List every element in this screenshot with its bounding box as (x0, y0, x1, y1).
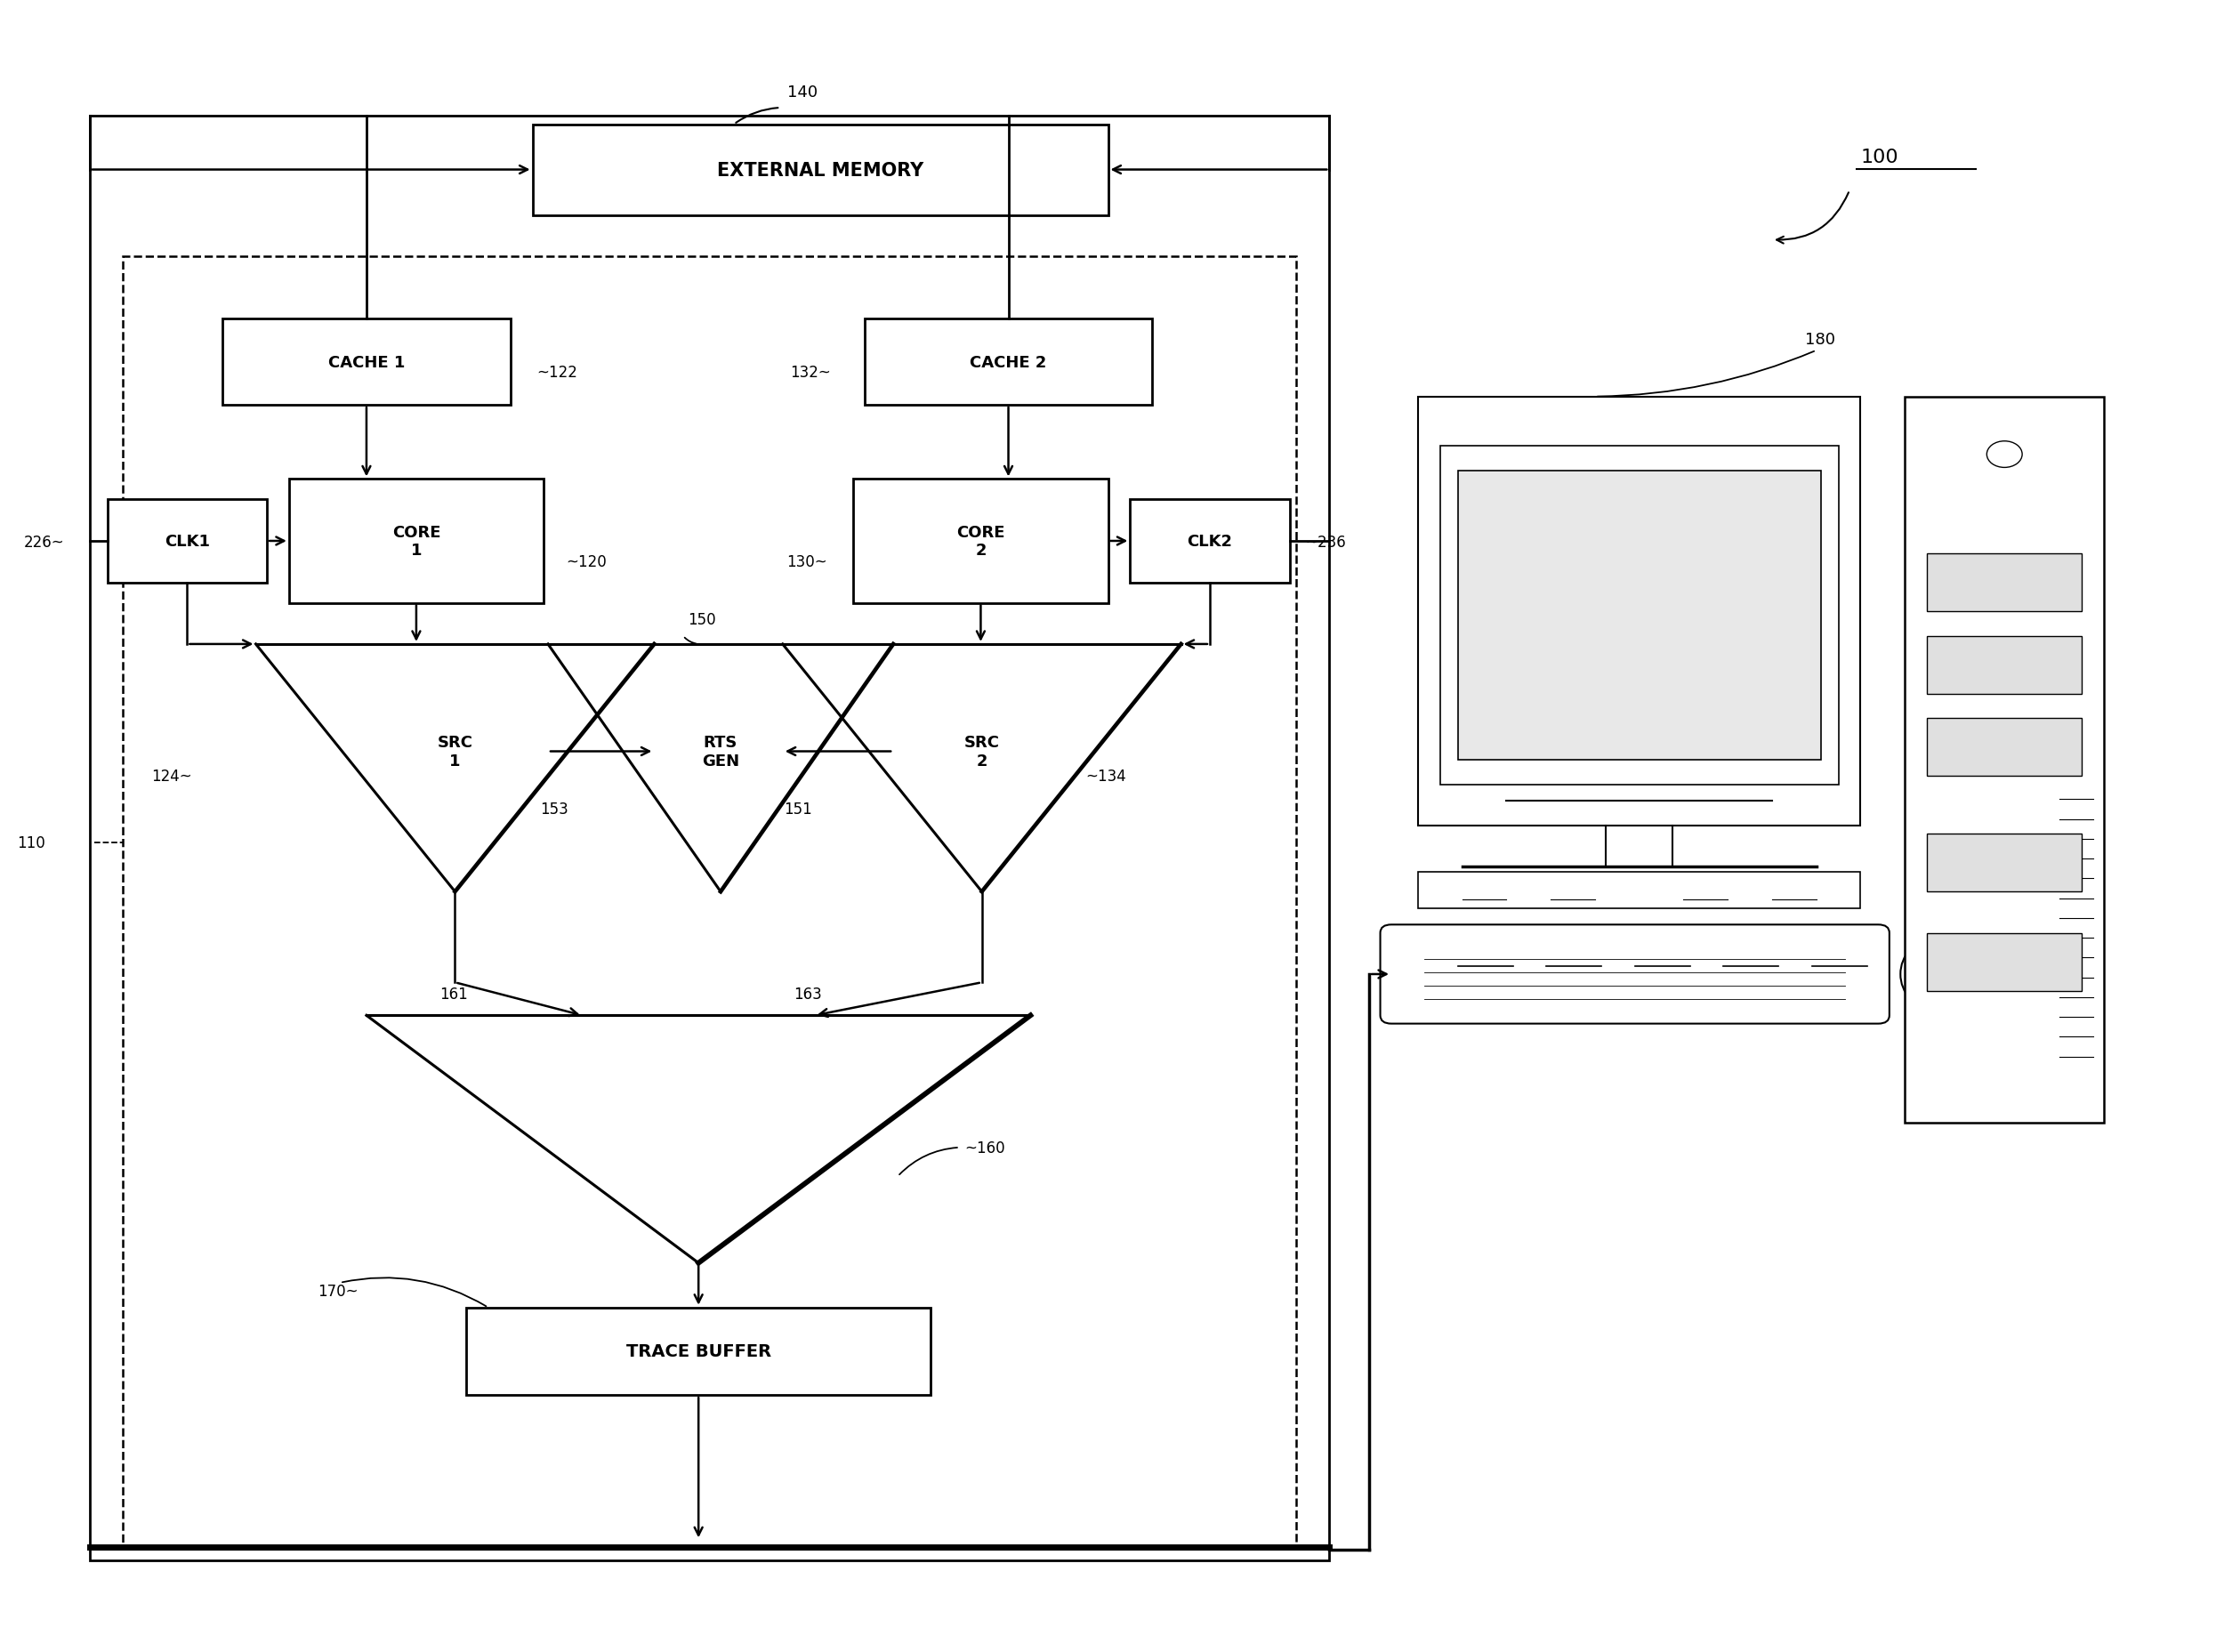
Bar (91, 117, 1330, 1559)
Text: 226~: 226~ (24, 534, 64, 550)
Bar (1906, 396, 2103, 1123)
Text: ~120: ~120 (565, 553, 607, 570)
FancyBboxPatch shape (1381, 925, 1890, 1024)
Ellipse shape (1901, 940, 1968, 1009)
Text: 151: 151 (784, 801, 813, 818)
Text: CORE
2: CORE 2 (957, 524, 1006, 558)
Text: CACHE 1: CACHE 1 (328, 355, 406, 370)
Text: 161: 161 (439, 986, 468, 1003)
Text: 170~: 170~ (317, 1284, 359, 1298)
Text: ~122: ~122 (536, 365, 578, 380)
Bar (1440, 446, 1839, 785)
Text: 181: 181 (1436, 983, 1465, 999)
Text: 140: 140 (787, 84, 818, 101)
Text: SRC
2: SRC 2 (964, 735, 999, 770)
Text: 153: 153 (541, 801, 570, 818)
Text: CACHE 2: CACHE 2 (971, 355, 1046, 370)
Text: 124~: 124~ (151, 768, 193, 785)
Bar (853, 479, 1108, 603)
Text: ~236: ~236 (1305, 534, 1345, 550)
Bar (465, 1308, 931, 1394)
Bar (1458, 471, 1822, 760)
Text: CORE
1: CORE 1 (392, 524, 441, 558)
Text: 100: 100 (1861, 149, 1899, 167)
Circle shape (1988, 441, 2023, 468)
FancyArrowPatch shape (736, 109, 778, 124)
Bar (1130, 499, 1290, 583)
Text: 130~: 130~ (787, 553, 827, 570)
FancyArrowPatch shape (1598, 352, 1815, 396)
Bar (1928, 933, 2083, 991)
Text: 150: 150 (687, 611, 716, 628)
Bar (864, 319, 1152, 405)
Text: CLK2: CLK2 (1188, 534, 1232, 550)
Text: 132~: 132~ (791, 365, 831, 380)
Text: 180: 180 (1806, 332, 1835, 347)
Text: CLK1: CLK1 (164, 534, 211, 550)
Text: SRC
1: SRC 1 (437, 735, 472, 770)
Bar (1928, 834, 2083, 892)
Bar (1928, 719, 2083, 776)
Text: EXTERNAL MEMORY: EXTERNAL MEMORY (718, 162, 924, 178)
Bar (1928, 553, 2083, 611)
Text: 163: 163 (793, 986, 822, 1003)
Text: ~160: ~160 (964, 1140, 1004, 1156)
Bar (222, 319, 510, 405)
Bar (532, 126, 1108, 216)
Bar (288, 479, 543, 603)
FancyArrowPatch shape (900, 1148, 957, 1175)
Text: TRACE BUFFER: TRACE BUFFER (625, 1343, 771, 1360)
Text: 110: 110 (18, 834, 44, 851)
Text: RTS
GEN: RTS GEN (702, 735, 740, 770)
Bar (109, 499, 266, 583)
FancyArrowPatch shape (1777, 193, 1848, 244)
FancyArrowPatch shape (341, 1279, 485, 1307)
Bar (1418, 872, 1861, 909)
Bar (1418, 396, 1861, 826)
Text: ~134: ~134 (1086, 768, 1126, 785)
Bar (122, 258, 1296, 1546)
Bar (1928, 636, 2083, 694)
FancyArrowPatch shape (685, 638, 696, 644)
